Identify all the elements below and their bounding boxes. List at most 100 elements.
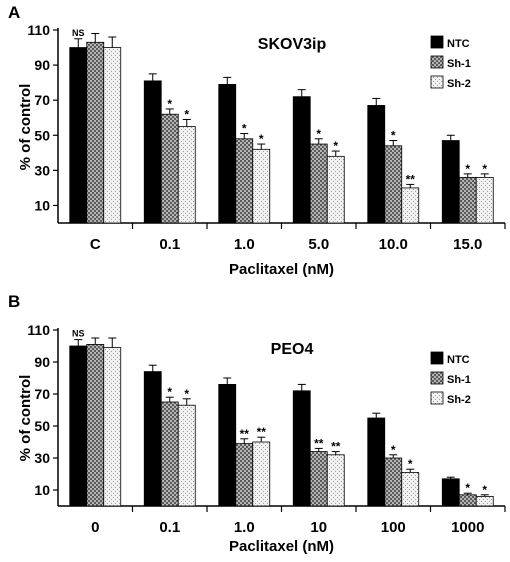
significance-label: ** (314, 436, 324, 450)
bar-sh-1-4 (384, 457, 403, 507)
significance-label: ** (406, 172, 416, 186)
x-tick-label: 1.0 (234, 519, 255, 536)
bar-ntc-3 (292, 390, 311, 507)
y-tick-label: 30 (34, 450, 50, 466)
significance-label: * (167, 97, 172, 111)
bar-ntc-0 (69, 47, 88, 224)
bar-ntc-3 (292, 96, 311, 224)
bar-ntc-5 (441, 478, 460, 507)
x-tick-label: 0 (91, 519, 99, 536)
bar-ntc-1 (143, 371, 162, 507)
significance-label: NS (72, 329, 85, 339)
bar-sh-2-5 (475, 176, 494, 224)
significance-label: * (184, 107, 189, 121)
significance-label: ** (240, 427, 250, 441)
y-tick-label: 10 (34, 197, 50, 213)
bar-ntc-0 (69, 345, 88, 507)
legend-label: Sh-1 (447, 58, 471, 70)
significance-label: * (316, 127, 321, 141)
y-axis-label: % of control (17, 375, 34, 462)
y-tick-label: 90 (34, 57, 50, 73)
x-tick-label: 1.0 (234, 236, 255, 253)
x-axis-label: Paclitaxel (nM) (229, 261, 334, 278)
bar-sh-1-1 (160, 113, 179, 224)
significance-label: ** (257, 425, 267, 439)
bar-sh-1-5 (458, 494, 477, 507)
x-tick-label: 100 (381, 519, 406, 536)
bar-sh-2-5 (475, 495, 494, 507)
legend-swatch-sh-1 (430, 55, 444, 69)
bar-sh-1-1 (160, 401, 179, 507)
bar-sh-2-1 (177, 404, 196, 507)
x-axis-label: Paclitaxel (nM) (229, 538, 334, 555)
significance-label: * (482, 162, 487, 176)
bar-ntc-4 (367, 417, 386, 507)
chart-title: PEO4 (271, 341, 314, 358)
bar-sh-2-2 (252, 441, 271, 507)
bar-ntc-1 (143, 80, 162, 224)
significance-label: NS (72, 28, 85, 38)
legend-label: NTC (447, 354, 470, 366)
significance-label: * (333, 139, 338, 153)
y-tick-label: 70 (34, 386, 50, 402)
y-tick-label: 50 (34, 127, 50, 143)
y-tick-label: 110 (27, 22, 50, 38)
significance-label: ** (331, 440, 341, 454)
bar-sh-1-3 (309, 143, 328, 224)
legend-swatch-ntc (430, 35, 444, 49)
significance-label: * (465, 162, 470, 176)
bar-ntc-4 (367, 105, 386, 224)
bar-ntc-5 (441, 140, 460, 224)
bar-sh-1-4 (384, 145, 403, 224)
x-tick-label: 15.0 (453, 236, 482, 253)
bar-sh-1-5 (458, 176, 477, 224)
x-tick-label: 5.0 (308, 236, 329, 253)
legend-label: NTC (447, 38, 470, 50)
y-tick-label: 110 (27, 322, 50, 338)
x-tick-label: 10 (310, 519, 327, 536)
bar-sh-1-0 (86, 343, 105, 507)
bar-sh-2-3 (326, 155, 345, 224)
legend-swatch-ntc (430, 351, 444, 365)
y-tick-label: 10 (34, 482, 50, 498)
chart-title: SKOV3ip (258, 36, 327, 53)
significance-label: * (167, 385, 172, 399)
x-tick-label: 0.1 (159, 519, 180, 536)
legend-label: Sh-1 (447, 374, 471, 386)
bar-sh-2-2 (252, 148, 271, 224)
legend-label: Sh-2 (447, 78, 471, 90)
bar-sh-1-2 (235, 138, 254, 224)
y-tick-label: 30 (34, 162, 50, 178)
panel-a-chart: A SKOV3ip % of control 10 30 50 70 90 110 C NS 0.1 *… (8, 3, 506, 278)
significance-label: * (391, 129, 396, 143)
significance-label: * (242, 122, 247, 136)
x-tick-label: C (90, 236, 101, 253)
bar-sh-2-4 (401, 471, 420, 507)
bar-sh-2-4 (401, 187, 420, 224)
y-axis-label: % of control (17, 84, 34, 171)
bar-sh-1-2 (235, 443, 254, 507)
bar-sh-2-0 (103, 347, 122, 507)
significance-label: * (259, 132, 264, 146)
significance-label: * (482, 483, 487, 497)
significance-label: * (408, 457, 413, 471)
bar-sh-1-0 (86, 41, 105, 224)
x-tick-label: 0.1 (159, 236, 180, 253)
legend-label: Sh-2 (447, 394, 471, 406)
panel-letter: A (8, 3, 20, 22)
legend-swatch-sh-1 (430, 371, 444, 385)
legend-swatch-sh-2 (430, 75, 444, 89)
significance-label: * (465, 481, 470, 495)
panel-letter: B (8, 292, 20, 311)
x-tick-label: 10.0 (379, 236, 408, 253)
bar-sh-1-3 (309, 451, 328, 507)
significance-label: * (184, 387, 189, 401)
bar-ntc-2 (218, 83, 237, 224)
bar-sh-2-1 (177, 126, 196, 224)
x-tick-label: 1000 (451, 519, 484, 536)
bar-sh-2-3 (326, 454, 345, 507)
y-tick-label: 70 (34, 92, 50, 108)
